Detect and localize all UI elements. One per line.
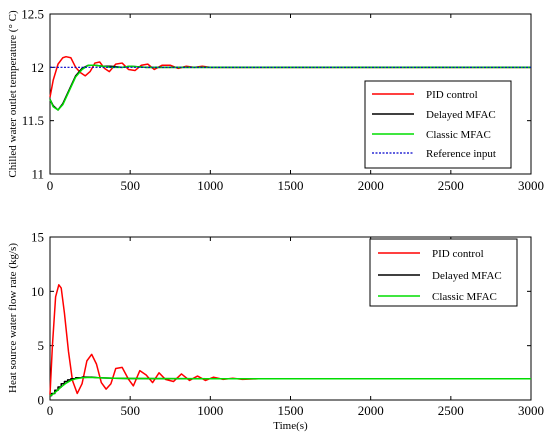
bottom-x-tick-label: 1000: [197, 403, 223, 418]
top-y-tick-label: 11: [31, 167, 44, 182]
bottom-legend-label-pid: PID control: [432, 248, 484, 260]
top-x-tick-label: 2500: [438, 178, 464, 193]
bottom-x-tick-label: 2500: [438, 403, 464, 418]
bottom-y-tick-label: 15: [31, 230, 44, 245]
top-x-tick-label: 0: [47, 178, 54, 193]
bottom-series-group: [49, 236, 532, 401]
top-legend: PID control Delayed MFAC Classic MFAC Re…: [364, 80, 512, 169]
top-x-tick-label: 1000: [197, 178, 223, 193]
bottom-x-axis-label: Time(s): [273, 420, 308, 432]
top-y-tick-label: 12.5: [21, 7, 44, 22]
bottom-y-tick-label: 10: [31, 284, 44, 299]
bottom-y-axis-label: Heat source water flow rate (kg/s): [7, 243, 19, 393]
bottom-y-tick-label: 5: [38, 338, 45, 353]
bottom-x-tick-label: 3000: [518, 403, 544, 418]
top-panel: Chilled water outlet temperature (° C) 1…: [7, 7, 544, 194]
bottom-series-classic-mfac: [49, 376, 531, 397]
top-x-tick-label: 2000: [358, 178, 384, 193]
top-x-tick-label: 500: [120, 178, 140, 193]
top-legend-label-pid: PID control: [426, 89, 478, 101]
top-y-axis-label: Chilled water outlet temperature (° C): [7, 10, 19, 178]
top-series-group: [49, 13, 532, 175]
bottom-legend-box: [369, 238, 518, 307]
bottom-y-tick-label: 0: [38, 393, 45, 408]
top-axis-ticks: 12.5 12 11.5 11 0 500 1000 1500 2000 250…: [21, 7, 544, 194]
top-legend-label-classic: Classic MFAC: [426, 129, 491, 141]
top-x-tick-label: 1500: [278, 178, 304, 193]
top-x-tick-label: 3000: [518, 178, 544, 193]
bottom-legend-label-classic: Classic MFAC: [432, 291, 497, 303]
bottom-panel: Heat source water flow rate (kg/s) Time(…: [7, 230, 544, 433]
bottom-legend: PID control Delayed MFAC Classic MFAC: [369, 238, 518, 307]
bottom-legend-label-delayed: Delayed MFAC: [432, 270, 502, 282]
top-legend-label-delayed: Delayed MFAC: [426, 109, 496, 121]
top-legend-box: [364, 80, 512, 169]
top-y-tick-label: 12: [31, 60, 44, 75]
top-y-tick-label: 11.5: [22, 113, 44, 128]
bottom-x-tick-label: 0: [47, 403, 54, 418]
bottom-x-tick-label: 2000: [358, 403, 384, 418]
top-legend-label-reference: Reference input: [426, 148, 496, 160]
bottom-axis-ticks: 15 10 5 0 0 500 1000 1500 2000 2500 3000: [31, 230, 544, 419]
bottom-x-tick-label: 1500: [278, 403, 304, 418]
bottom-x-tick-label: 500: [120, 403, 140, 418]
